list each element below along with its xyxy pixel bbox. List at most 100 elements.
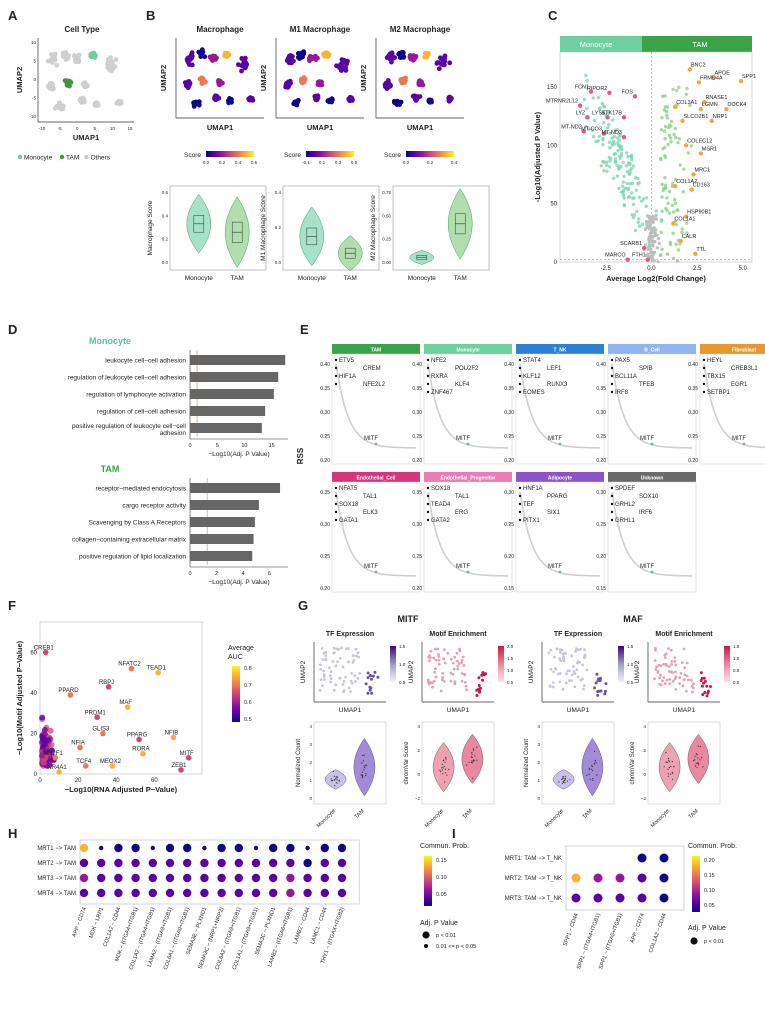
rss-ytick: 0.30 xyxy=(596,410,606,416)
panel-c-ylabel: -Log10(Adjusted P Value) xyxy=(533,111,542,202)
panel-i-size-label: p < 0.01 xyxy=(704,939,724,945)
panel-g-umap-point xyxy=(670,663,673,666)
volcano-gene-point xyxy=(621,134,627,140)
umap-cell xyxy=(50,60,55,65)
volcano-gene-label: FTH1 xyxy=(632,253,646,259)
rss-point xyxy=(426,366,430,370)
panel-g-umap-point xyxy=(603,689,607,693)
panel-g-violin-ytick: 4 xyxy=(417,724,420,729)
volcano-gene-label: COLEC12 xyxy=(687,138,712,144)
volcano-point-monocyte xyxy=(624,164,629,168)
volcano-point-tam xyxy=(661,188,665,193)
panel-g-umap-point xyxy=(456,664,460,668)
panel-g-umap-point xyxy=(319,668,322,671)
umap-cell xyxy=(442,58,448,64)
rss-box-frame xyxy=(515,353,605,465)
panel-f-point-label: PPARG xyxy=(127,733,148,739)
panel-f-point-label: MITF xyxy=(180,751,194,757)
umap-cell xyxy=(389,59,394,65)
panel-d-xtick: 6 xyxy=(268,571,271,577)
panel-g-umap-point xyxy=(656,670,660,673)
volcano-gene-point xyxy=(607,90,612,96)
panel-g-violin-jitter xyxy=(673,766,675,768)
panel-i-legend-tick: 0.15 xyxy=(704,873,715,879)
rss-point xyxy=(334,358,338,362)
rss-point xyxy=(426,518,430,522)
panel-g-cb-tick: 0.5 xyxy=(627,680,634,685)
panel-g-umap-point xyxy=(428,655,431,658)
panel-h-dot xyxy=(148,873,157,883)
panel-f-point-label: NFIA xyxy=(71,741,85,747)
panel-g-umap-point xyxy=(464,684,468,688)
panel-d-xlabel: −Log10(Adj. P Value) xyxy=(208,451,269,458)
volcano-point-monocyte xyxy=(601,137,605,141)
panel-g-umap-point xyxy=(653,677,656,681)
panel-a-ytick: -5 xyxy=(32,96,36,101)
panel-g-umap-point xyxy=(702,681,706,685)
volcano-point-monocyte xyxy=(644,204,648,208)
panel-g-umap-point xyxy=(585,668,589,672)
volcano-gene-point xyxy=(696,80,702,85)
panel-g-group-label: Monocyte xyxy=(650,808,671,829)
panel-g-umap-point xyxy=(428,659,431,663)
rss-gene-label: CREM xyxy=(363,366,381,372)
volcano-point-monocyte xyxy=(613,151,618,156)
panel-g-violin-jitter xyxy=(562,776,564,778)
panel-f-xtick: 60 xyxy=(151,778,158,784)
panel-f-labeled-point xyxy=(136,736,142,743)
panel-i-row-label: MRT1: TAM −> T_NK xyxy=(505,856,562,862)
panel-f-labeled-point xyxy=(42,649,49,656)
rss-gene-label: ZNF467 xyxy=(431,390,453,396)
panel-g-umap-point xyxy=(334,664,338,668)
volcano-point-tam xyxy=(663,145,667,150)
volcano-point-tam xyxy=(675,259,680,263)
panel-b-violin-frame xyxy=(392,185,490,271)
rss-gene-label: PITX1 xyxy=(523,518,540,524)
panel-g-umap-point xyxy=(481,671,485,675)
panel-a: Cell Type -10 -5 0 5 10 15 -10 -5 0 5 10 UMAP1 UMAP2 M… xyxy=(15,25,134,162)
volcano-point-ns xyxy=(647,214,652,219)
panel-g-violin-jitter xyxy=(473,759,475,761)
volcano-point-monocyte xyxy=(606,126,610,130)
panel-h-dot xyxy=(320,888,329,898)
panel-g-violin-jitter xyxy=(695,753,697,755)
volcano-gene-point xyxy=(738,78,744,84)
panel-h-dot xyxy=(183,873,192,883)
panel-d-term-label: receptor−mediated endocytosis xyxy=(95,486,186,493)
panel-h-dot xyxy=(234,843,243,853)
rss-point xyxy=(610,366,614,370)
panel-g-umap-point xyxy=(358,672,361,675)
volcano-point-monocyte xyxy=(631,215,636,220)
volcano-point-tam xyxy=(665,113,669,118)
panel-g-umap-point xyxy=(701,693,705,697)
panel-g-violin-ytick: 4 xyxy=(309,724,312,729)
umap-cell xyxy=(189,50,195,55)
panel-f-labeled-point xyxy=(128,665,135,672)
panel-h-dot xyxy=(79,843,89,853)
volcano-gene-point xyxy=(709,118,714,124)
volcano-point-tam xyxy=(666,142,670,147)
volcano-point-tam xyxy=(674,242,678,246)
panel-g-umap-point xyxy=(341,683,345,686)
panel-h-col-label: MDK − LRP1 xyxy=(88,907,105,939)
panel-h-dot xyxy=(305,845,310,851)
panel-h-dot xyxy=(165,843,175,853)
panel-g-violin-jitter xyxy=(363,769,365,771)
panel-g-umap-point xyxy=(460,658,464,662)
panel-g-umap-point xyxy=(437,662,441,666)
volcano-gene-label: TTL xyxy=(696,247,706,253)
panel-g-violin-jitter xyxy=(471,753,473,755)
volcano-point-ns xyxy=(649,250,653,254)
panel-f-point-label: NR4A1 xyxy=(47,765,67,771)
volcano-point-monocyte xyxy=(608,140,612,144)
panel-h-dot xyxy=(286,858,295,868)
volcano-gene-label: MT-CO3 xyxy=(581,127,602,133)
panel-f-ylabel: −Log10(Motif Adjusted P−Value) xyxy=(15,640,24,755)
rss-point xyxy=(610,510,614,514)
panel-g-umap-point xyxy=(576,675,580,679)
rss-box: Fibroblast 0.40 0.35 0.30 0.25 0.20 HEYL CREB3L… xyxy=(688,344,765,465)
rss-gene-label: MITF xyxy=(548,436,562,442)
panel-g-umap-point xyxy=(465,688,468,692)
rss-box-frame xyxy=(423,481,513,593)
panel-h-dot xyxy=(320,873,329,883)
